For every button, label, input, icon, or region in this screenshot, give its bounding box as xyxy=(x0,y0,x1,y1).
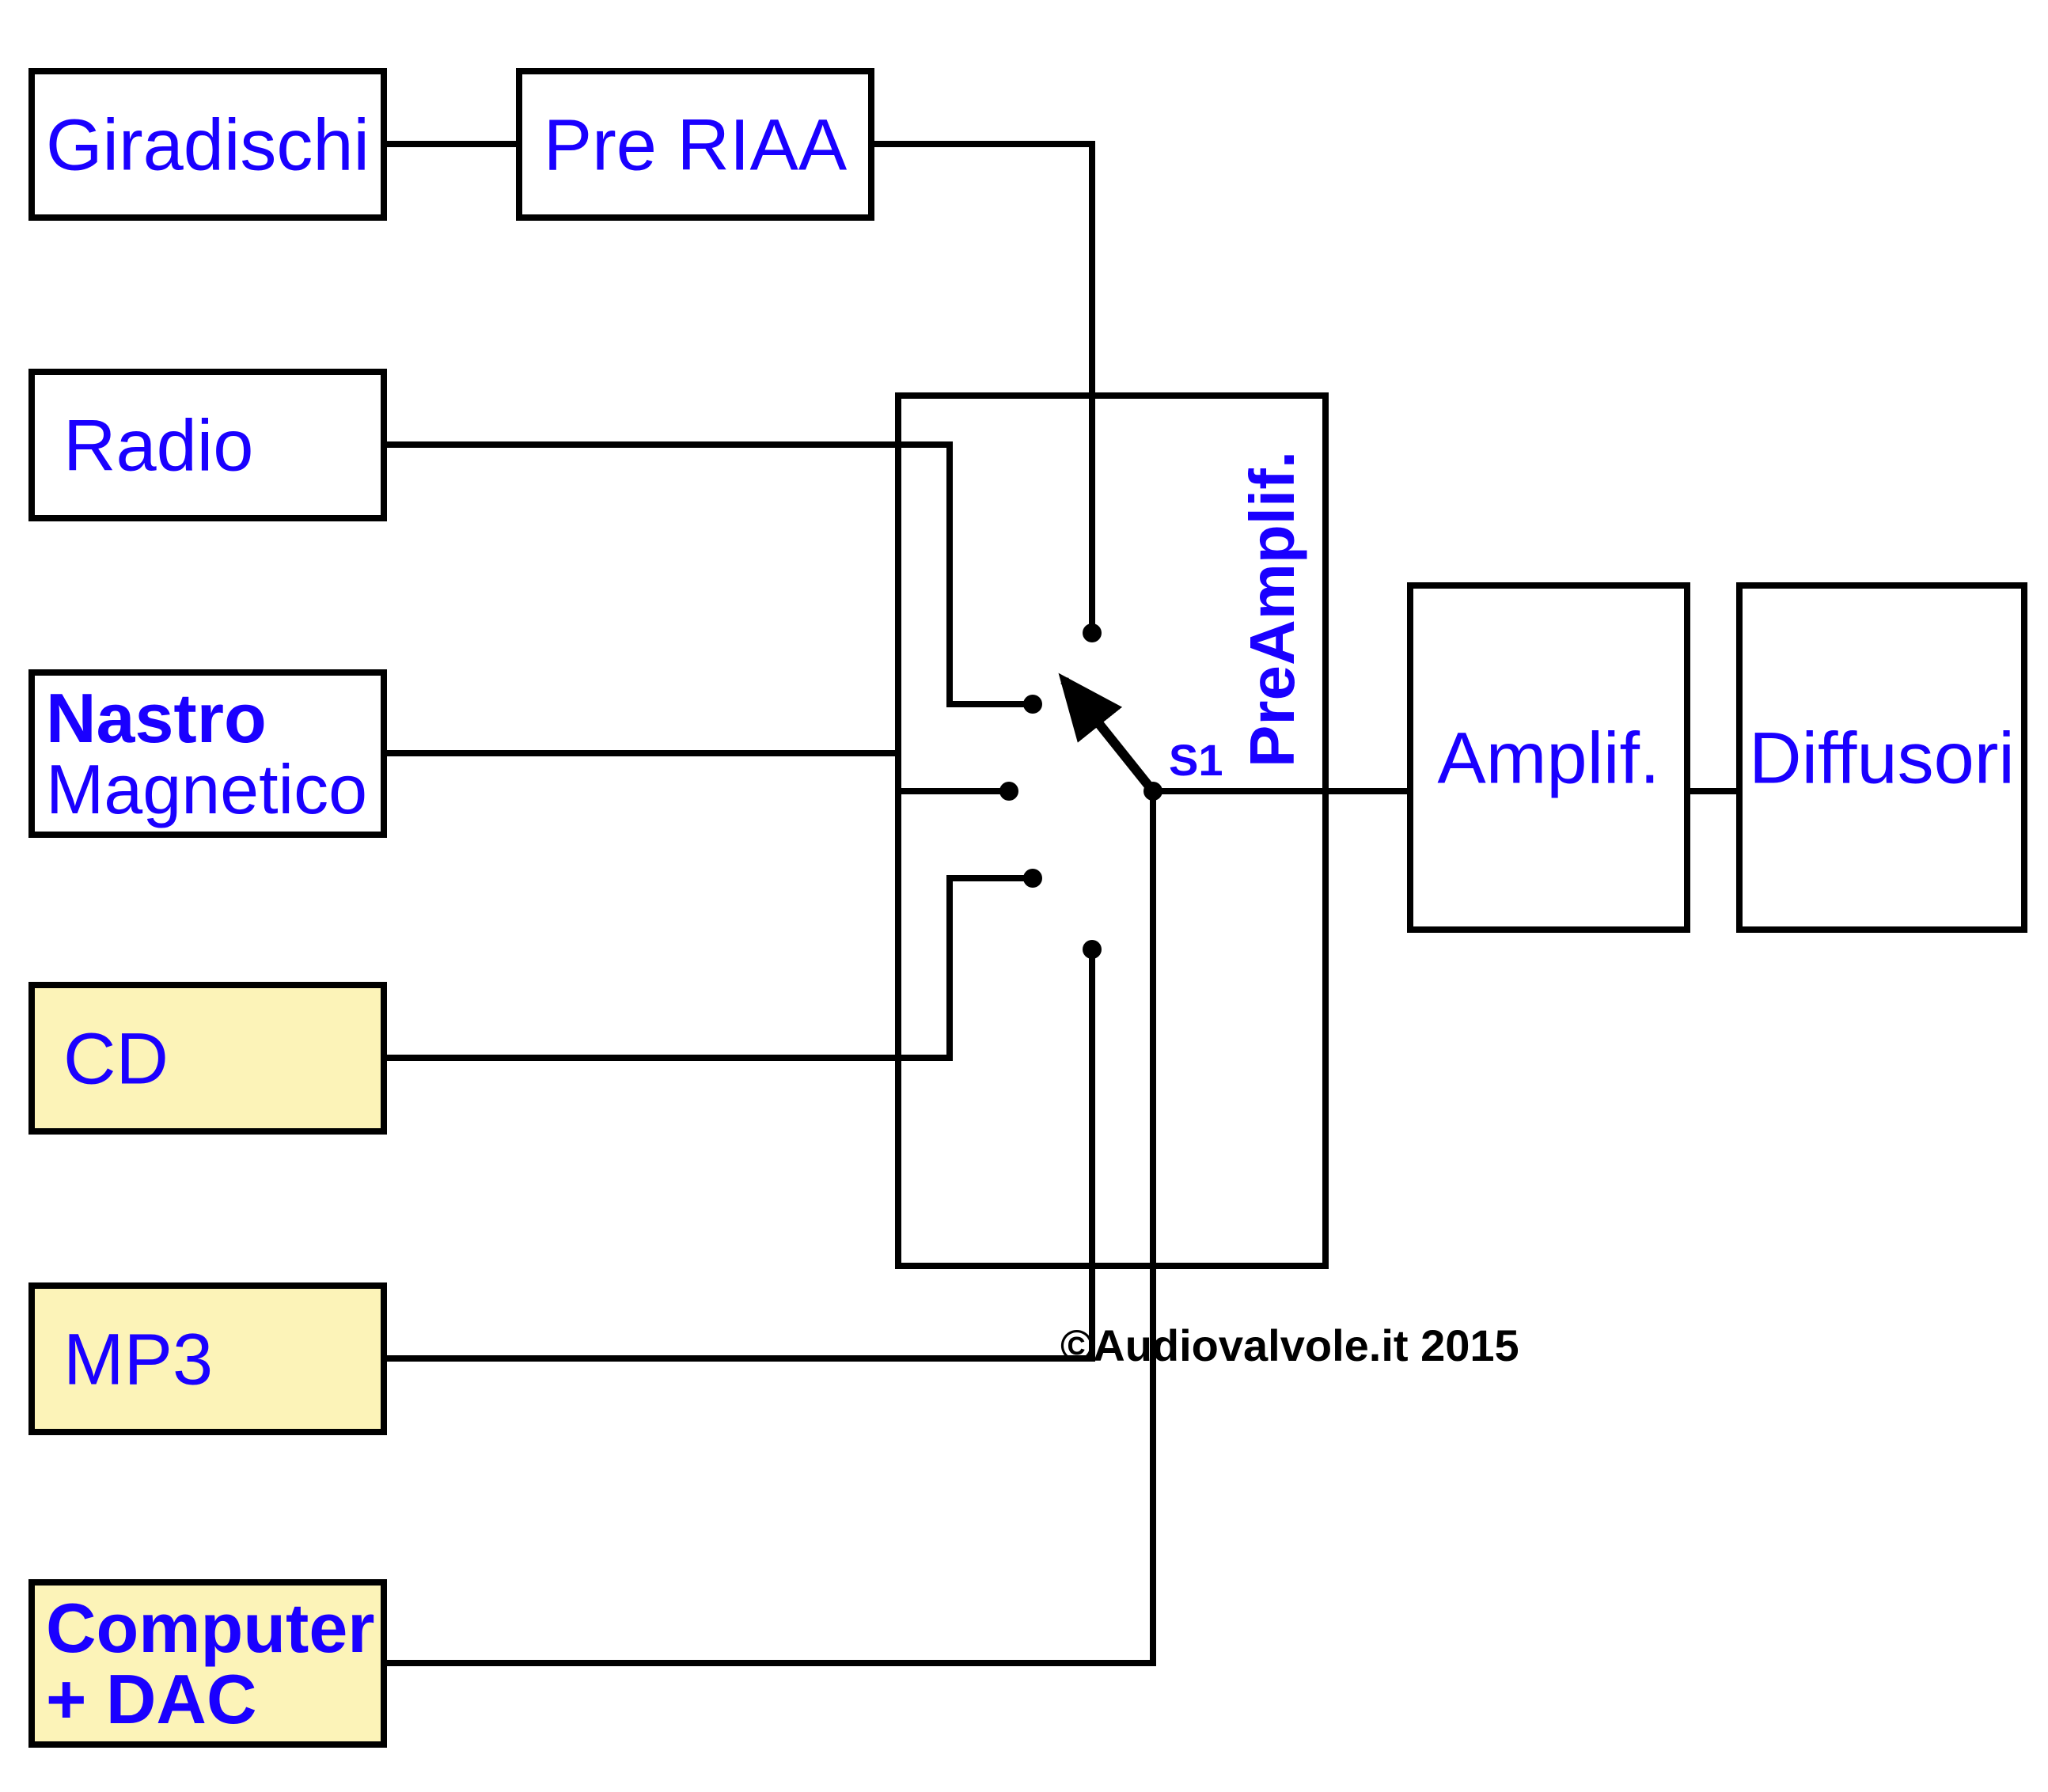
svg-text:Amplif.: Amplif. xyxy=(1437,718,1659,799)
svg-text:S1: S1 xyxy=(1169,735,1223,785)
svg-text:Nastro: Nastro xyxy=(46,679,267,757)
box-computer: Computer+ DAC xyxy=(32,1582,384,1745)
svg-text:+ DAC: + DAC xyxy=(46,1660,257,1738)
svg-text:Computer: Computer xyxy=(46,1589,375,1667)
box-giradischi: Giradischi xyxy=(32,71,384,218)
copyright-text: ©Audiovalvole.it 2015 xyxy=(1060,1320,1519,1370)
svg-text:Giradischi: Giradischi xyxy=(46,105,370,186)
box-diffusori: Diffusori xyxy=(1739,585,2024,930)
svg-text:Diffusori: Diffusori xyxy=(1749,718,2015,799)
box-cd: CD xyxy=(32,985,384,1131)
svg-text:Magnetico: Magnetico xyxy=(46,750,367,828)
svg-text:Pre RIAA: Pre RIAA xyxy=(544,105,848,186)
svg-text:Radio: Radio xyxy=(63,406,253,487)
box-mp3: MP3 xyxy=(32,1286,384,1432)
box-pre-riaa: Pre RIAA xyxy=(519,71,871,218)
box-nastro: NastroMagnetico xyxy=(32,672,384,835)
box-amplif: Amplif. xyxy=(1410,585,1687,930)
svg-text:MP3: MP3 xyxy=(63,1320,213,1400)
box-radio: Radio xyxy=(32,372,384,518)
svg-text:CD: CD xyxy=(63,1019,169,1100)
svg-text:PreAmplif.: PreAmplif. xyxy=(1237,451,1307,767)
